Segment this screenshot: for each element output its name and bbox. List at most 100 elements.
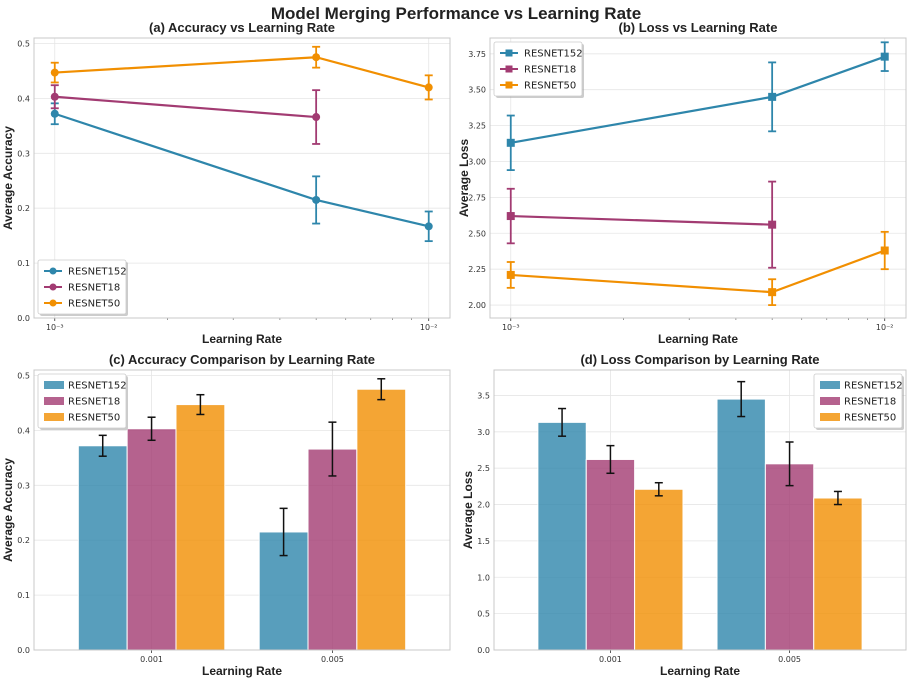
x-tick-label: 0.005 xyxy=(778,655,801,664)
x-tick-label: 10⁻³ xyxy=(46,323,64,332)
bar xyxy=(77,445,128,651)
panel-c: (c) Accuracy Comparison by Learning Rate… xyxy=(1,352,451,678)
bar xyxy=(585,458,636,651)
x-axis-label: Learning Rate xyxy=(660,664,740,678)
y-tick-label: 2.25 xyxy=(468,265,486,274)
series-line xyxy=(54,112,429,228)
x-tick-label: 0.001 xyxy=(599,655,622,664)
legend-swatch xyxy=(44,397,64,405)
bar xyxy=(307,448,358,651)
panel-a: (a) Accuracy vs Learning Rate Learning Ra… xyxy=(1,20,451,346)
panel-b: (b) Loss vs Learning Rate Learning Rate Av… xyxy=(457,20,907,346)
panel-d: (d) Loss Comparison by Learning Rate Lear… xyxy=(461,352,907,678)
plot-frame xyxy=(489,37,907,319)
legend-swatch xyxy=(820,397,840,405)
y-tick-label: 2.75 xyxy=(468,193,486,202)
y-tick-label: 0.1 xyxy=(17,259,30,268)
legend-label: RESNET18 xyxy=(68,397,120,408)
legend-label: RESNET18 xyxy=(844,397,896,408)
series-resnet50 xyxy=(50,45,433,101)
y-tick-label: 0.4 xyxy=(17,94,30,103)
series-resnet152 xyxy=(77,434,309,651)
series-resnet152 xyxy=(506,41,889,172)
y-tick-label: 0.0 xyxy=(17,646,30,655)
y-axis-label: Average Accuracy xyxy=(1,126,15,230)
x-tick-label: 0.001 xyxy=(140,655,163,664)
y-tick-label: 3.5 xyxy=(477,391,490,400)
legend-label: RESNET18 xyxy=(524,65,576,76)
plot-frame xyxy=(493,369,907,651)
series-resnet18 xyxy=(585,441,815,651)
panels: (a) Accuracy vs Learning Rate Learning Ra… xyxy=(1,20,907,678)
legend-marker xyxy=(505,65,513,73)
y-tick-label: 0.2 xyxy=(17,536,30,545)
y-tick-label: 0.1 xyxy=(17,591,30,600)
legend-swatch xyxy=(820,413,840,421)
data-point xyxy=(506,138,515,147)
series-line xyxy=(54,95,317,119)
series-line xyxy=(510,249,886,294)
legend-label: RESNET18 xyxy=(68,283,120,294)
data-point xyxy=(880,52,889,61)
legend-label: RESNET50 xyxy=(68,299,120,310)
y-tick-label: 1.0 xyxy=(477,573,490,582)
data-point xyxy=(880,246,889,255)
y-tick-label: 2.50 xyxy=(468,229,486,238)
series-resnet18 xyxy=(50,84,321,145)
y-tick-label: 0.0 xyxy=(477,646,490,655)
y-tick-label: 3.00 xyxy=(468,157,486,166)
y-tick-label: 0.5 xyxy=(477,610,490,619)
bar xyxy=(537,421,587,651)
x-axis-label: Learning Rate xyxy=(658,332,738,346)
y-tick-label: 0.3 xyxy=(17,481,30,490)
legend-swatch xyxy=(820,381,840,389)
y-tick-label: 2.5 xyxy=(477,464,490,473)
legend-marker xyxy=(49,299,57,307)
legend: RESNET152 RESNET18 RESNET50 xyxy=(37,373,128,430)
data-point xyxy=(424,83,433,92)
legend-label: RESNET152 xyxy=(68,381,127,392)
y-axis-label: Average Accuracy xyxy=(1,458,15,562)
legend-label: RESNET152 xyxy=(524,49,583,60)
y-tick-label: 3.0 xyxy=(477,428,490,437)
legend-box xyxy=(37,259,127,315)
data-point xyxy=(312,53,321,62)
x-tick-label: 10⁻² xyxy=(876,323,894,332)
legend-swatch xyxy=(44,381,64,389)
series-resnet152 xyxy=(50,102,433,243)
legend-marker xyxy=(49,283,57,291)
x-tick-label: 10⁻³ xyxy=(502,323,520,332)
legend-marker xyxy=(505,49,513,57)
y-tick-label: 0.5 xyxy=(17,371,30,380)
legend: RESNET152 RESNET18 RESNET50 xyxy=(493,41,584,98)
data-point xyxy=(424,222,433,231)
legend-label: RESNET152 xyxy=(844,381,903,392)
y-tick-label: 2.0 xyxy=(477,501,490,510)
series-resnet50 xyxy=(175,378,407,651)
series-line xyxy=(510,214,773,226)
data-point xyxy=(312,113,321,122)
bar xyxy=(175,404,226,651)
legend-marker xyxy=(49,267,57,275)
legend-label: RESNET50 xyxy=(844,413,896,424)
data-point xyxy=(768,220,777,229)
data-point xyxy=(50,109,59,118)
x-tick-label: 10⁻² xyxy=(420,323,438,332)
data-point xyxy=(506,270,515,279)
series-resnet50 xyxy=(506,230,889,306)
bar xyxy=(764,463,815,651)
data-point xyxy=(50,92,59,101)
panel-title: (a) Accuracy vs Learning Rate xyxy=(149,20,335,35)
legend-label: RESNET50 xyxy=(524,81,576,92)
bar xyxy=(356,388,407,651)
panel-title: (d) Loss Comparison by Learning Rate xyxy=(580,352,819,367)
legend-marker xyxy=(505,81,513,89)
y-tick-label: 1.5 xyxy=(477,537,490,546)
y-tick-label: 0.2 xyxy=(17,204,30,213)
x-axis-label: Learning Rate xyxy=(202,332,282,346)
data-point xyxy=(312,195,321,204)
y-tick-label: 2.00 xyxy=(468,301,486,310)
bar xyxy=(634,488,684,651)
y-tick-label: 0.5 xyxy=(17,39,30,48)
